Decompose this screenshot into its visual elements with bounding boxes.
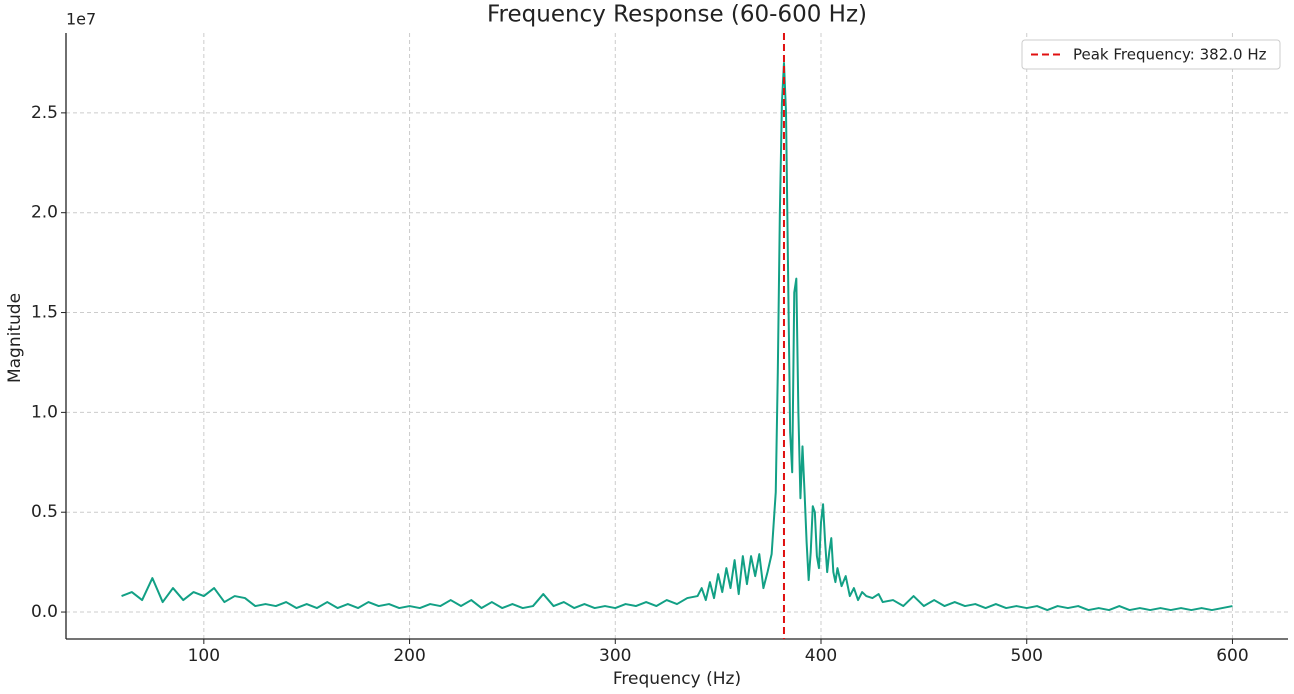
x-tick-label: 600 [1216, 646, 1248, 666]
y-tick-label: 2.0 [31, 203, 58, 223]
x-tick-label: 500 [1011, 646, 1043, 666]
x-axis-label: Frequency (Hz) [613, 669, 741, 689]
y-tick-label: 0.5 [31, 502, 58, 522]
y-tick-label: 2.5 [31, 103, 58, 123]
legend: Peak Frequency: 382.0 Hz [1021, 39, 1281, 70]
x-tick-label: 100 [188, 646, 220, 666]
x-tick-label: 200 [393, 646, 425, 666]
y-tick-label: 0.0 [31, 602, 58, 622]
legend-label: Peak Frequency: 382.0 Hz [1073, 46, 1267, 64]
x-tick-label: 300 [599, 646, 631, 666]
y-offset-label: 1e7 [66, 10, 96, 29]
chart-title: Frequency Response (60-600 Hz) [487, 2, 867, 28]
x-tick-label: 400 [805, 646, 837, 666]
y-tick-label: 1.0 [31, 402, 58, 422]
data-line [121, 61, 1233, 612]
legend-box [1021, 39, 1281, 70]
y-axis-label: Magnitude [5, 293, 25, 383]
y-tick-label: 1.5 [31, 303, 58, 323]
